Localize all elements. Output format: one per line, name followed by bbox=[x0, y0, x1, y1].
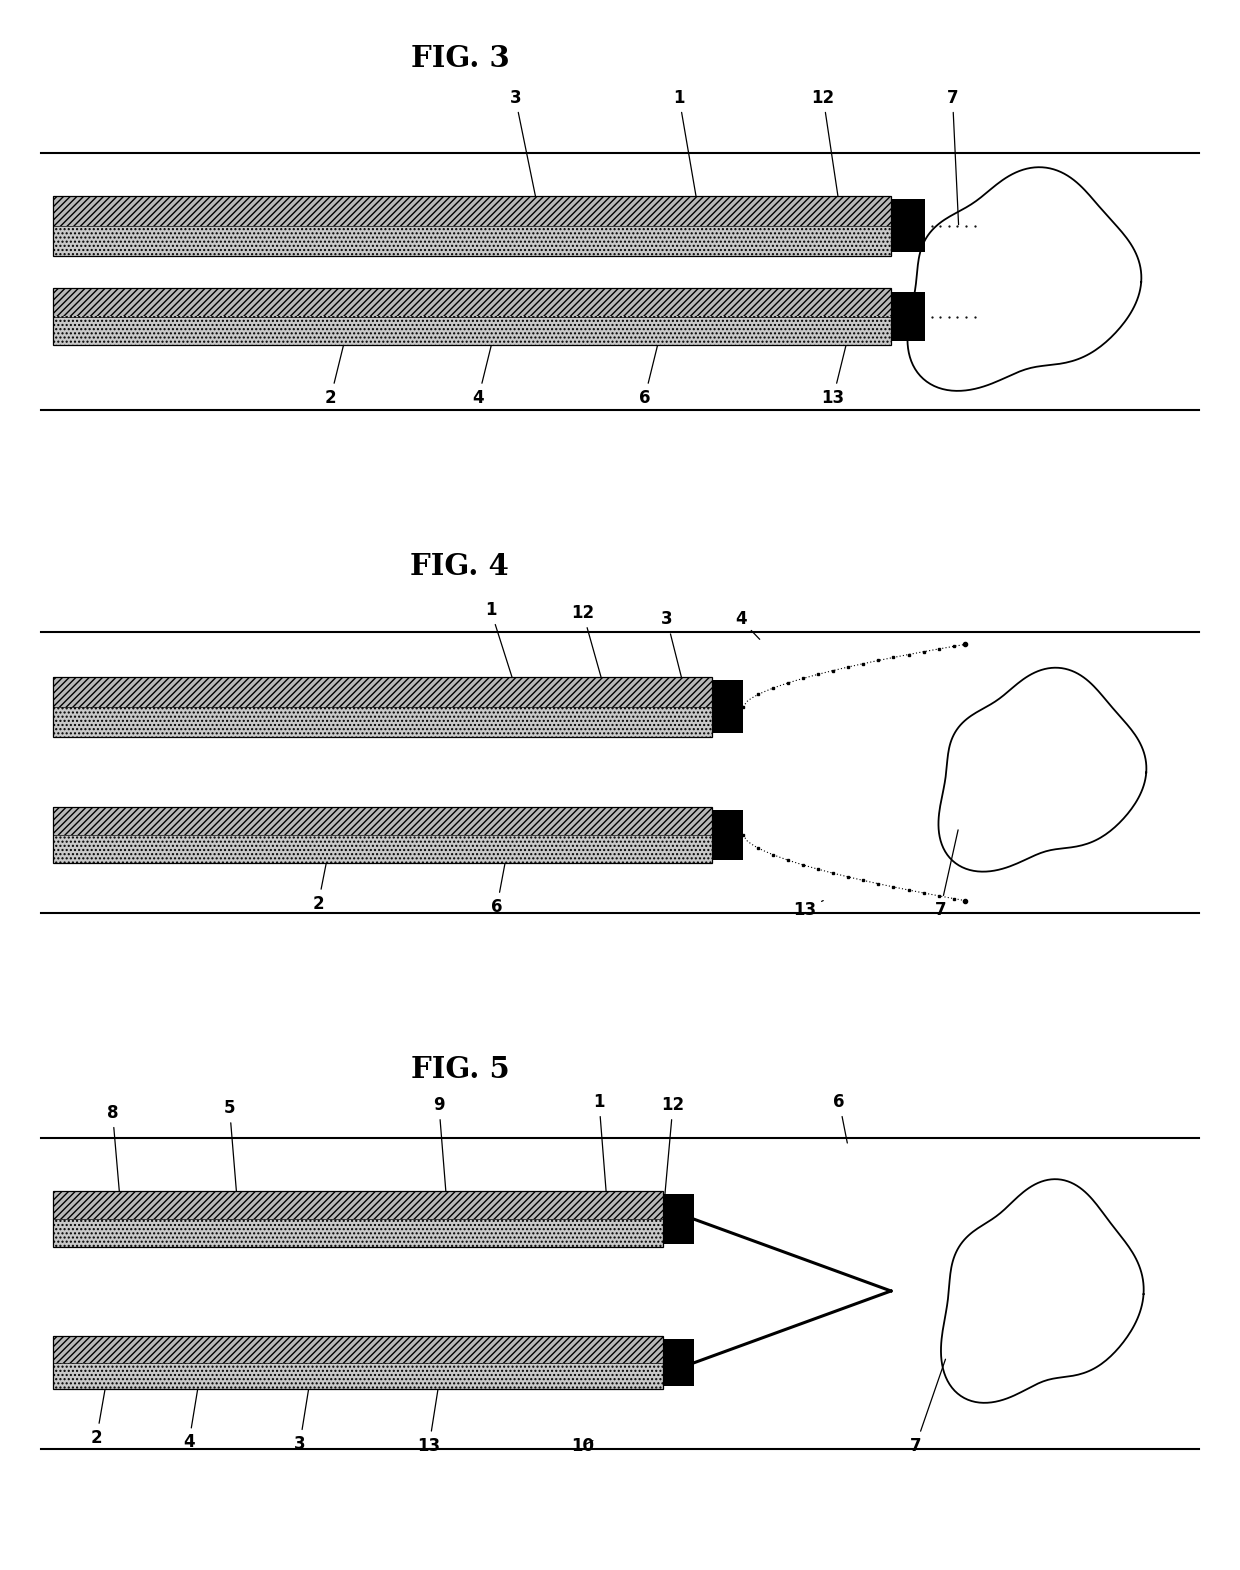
Text: 3: 3 bbox=[294, 1371, 311, 1452]
Text: 7: 7 bbox=[935, 831, 959, 918]
Text: 6: 6 bbox=[491, 845, 508, 915]
Text: 1: 1 bbox=[673, 89, 699, 217]
Text: 12: 12 bbox=[572, 604, 606, 699]
Text: 4: 4 bbox=[184, 1371, 201, 1451]
Bar bbox=[53, 1220, 663, 1247]
Text: 5: 5 bbox=[223, 1099, 238, 1210]
Text: FIG. 5: FIG. 5 bbox=[410, 1055, 510, 1083]
Text: 9: 9 bbox=[433, 1096, 448, 1210]
Bar bbox=[53, 706, 712, 736]
Bar bbox=[53, 807, 712, 835]
Bar bbox=[892, 199, 925, 253]
Text: 2: 2 bbox=[325, 325, 348, 407]
Text: 13: 13 bbox=[418, 1371, 441, 1454]
Text: 1: 1 bbox=[485, 601, 518, 697]
Bar bbox=[53, 289, 892, 317]
Bar bbox=[53, 1363, 663, 1389]
Bar bbox=[53, 807, 712, 864]
Text: 7: 7 bbox=[946, 89, 959, 225]
Bar bbox=[712, 810, 743, 860]
Bar bbox=[53, 1336, 663, 1363]
Text: 3: 3 bbox=[510, 89, 539, 215]
Text: 6: 6 bbox=[833, 1093, 847, 1143]
Bar bbox=[53, 1336, 663, 1389]
Bar bbox=[53, 289, 892, 344]
Text: 4: 4 bbox=[472, 325, 496, 407]
Text: 12: 12 bbox=[812, 89, 841, 218]
Bar bbox=[53, 677, 712, 706]
Text: 4: 4 bbox=[735, 611, 760, 639]
Bar bbox=[663, 1339, 694, 1386]
Text: 1: 1 bbox=[593, 1093, 608, 1209]
Bar bbox=[53, 317, 892, 344]
Bar bbox=[53, 1192, 663, 1247]
Text: 6: 6 bbox=[639, 325, 662, 407]
Bar bbox=[53, 835, 712, 864]
Polygon shape bbox=[941, 1179, 1143, 1404]
Bar bbox=[712, 680, 743, 733]
Bar bbox=[53, 677, 712, 736]
Bar bbox=[892, 292, 925, 342]
Polygon shape bbox=[694, 1220, 892, 1363]
Polygon shape bbox=[908, 168, 1141, 391]
Text: 13: 13 bbox=[794, 901, 823, 918]
Bar bbox=[53, 1192, 663, 1247]
Text: FIG. 3: FIG. 3 bbox=[410, 44, 510, 74]
Bar bbox=[53, 1336, 663, 1389]
Text: 12: 12 bbox=[661, 1096, 684, 1212]
Bar bbox=[53, 807, 712, 864]
Text: 3: 3 bbox=[661, 611, 687, 700]
Bar bbox=[53, 196, 892, 256]
Text: 10: 10 bbox=[572, 1437, 594, 1454]
Bar bbox=[53, 1192, 663, 1220]
Bar bbox=[53, 289, 892, 344]
Text: 2: 2 bbox=[91, 1371, 108, 1448]
Text: 7: 7 bbox=[910, 1360, 945, 1454]
Bar bbox=[53, 196, 892, 256]
Text: 8: 8 bbox=[107, 1104, 122, 1210]
Bar bbox=[53, 196, 892, 226]
Text: FIG. 4: FIG. 4 bbox=[410, 553, 510, 581]
Polygon shape bbox=[939, 667, 1147, 871]
Bar bbox=[53, 226, 892, 256]
Text: 2: 2 bbox=[312, 845, 330, 912]
Bar bbox=[663, 1195, 694, 1243]
Bar bbox=[53, 677, 712, 736]
Text: 13: 13 bbox=[822, 325, 851, 407]
